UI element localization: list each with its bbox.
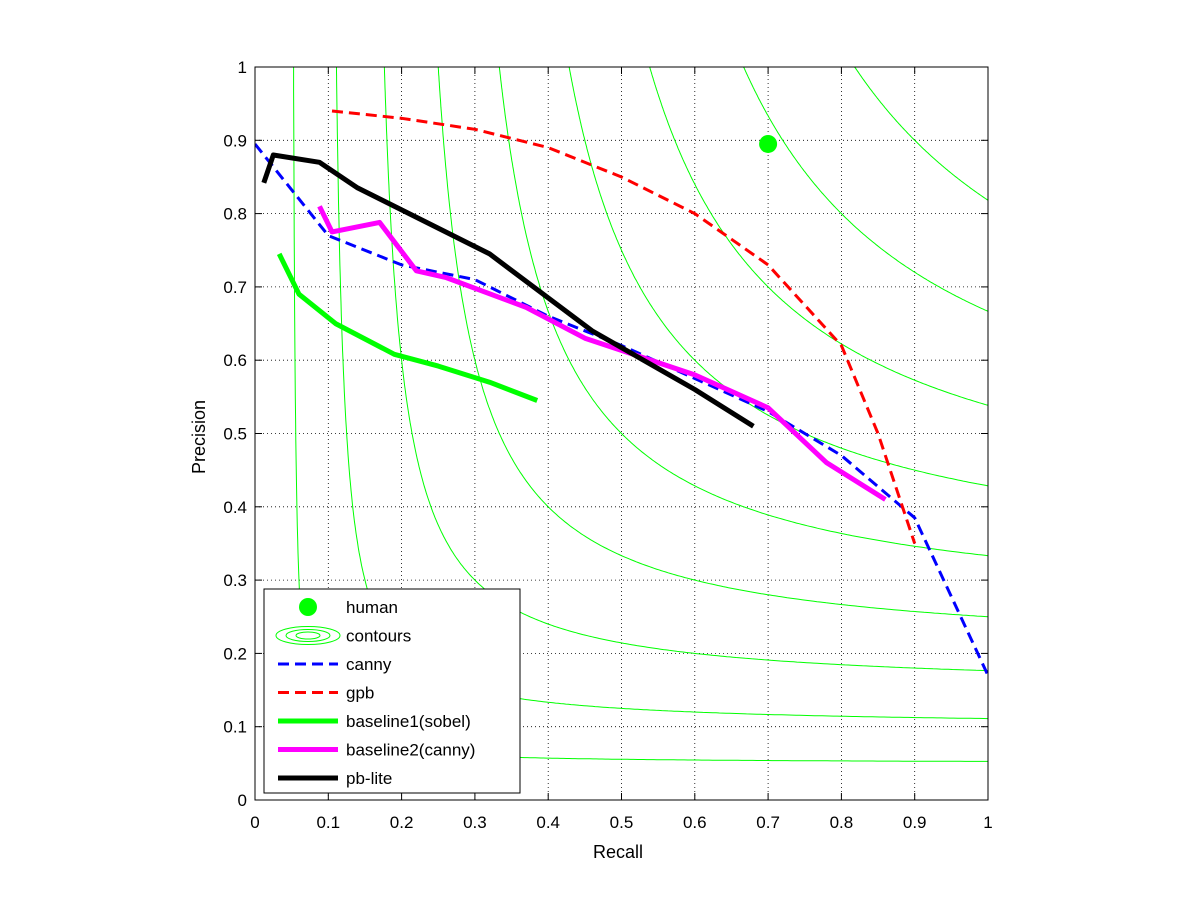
x-tick-label: 0.3: [463, 813, 487, 832]
legend-label-contours: contours: [346, 627, 411, 646]
x-tick-label: 0.8: [830, 813, 854, 832]
legend-entry-human: human: [299, 598, 398, 617]
y-tick-label: 0.4: [223, 498, 247, 517]
y-axis-title: Precision: [189, 400, 209, 474]
y-tick-label: 0.8: [223, 205, 247, 224]
legend-box: [263, 588, 521, 794]
legend-swatch-contours: [275, 626, 341, 645]
legend-label-canny: canny: [346, 655, 392, 674]
y-tick-label: 0.3: [223, 571, 247, 590]
legend-label-baseline1-sobel: baseline1(sobel): [346, 712, 471, 731]
contour-line: [854, 67, 988, 201]
legend-entry-pb-lite: pb-lite: [278, 769, 392, 788]
y-tick-label: 1: [238, 58, 247, 77]
x-tick-label: 0.2: [390, 813, 414, 832]
y-tick-label: 0: [238, 791, 247, 810]
pb-lite-line: [261, 152, 755, 429]
legend-entry-baseline1-sobel: baseline1(sobel): [278, 712, 471, 731]
legend-entry-gpb: gpb: [278, 684, 374, 703]
legend-entry-contours: contours: [275, 626, 411, 646]
x-tick-label: 0.7: [756, 813, 780, 832]
y-tick-label: 0.9: [223, 131, 247, 150]
legend: human contours canny gpb baseline1(sobel) bas…: [263, 588, 521, 794]
legend-swatch-contours: [295, 631, 321, 640]
x-axis-title: Recall: [593, 842, 643, 862]
contour-line: [649, 67, 988, 406]
legend-entry-canny: canny: [278, 655, 392, 674]
baseline2-canny-line: [317, 205, 887, 502]
legend-swatch-human: [299, 598, 317, 616]
x-tick-label: 0.4: [536, 813, 560, 832]
y-tick-label: 0.5: [223, 425, 247, 444]
x-tick-label: 1: [983, 813, 992, 832]
y-tick-label: 0.7: [223, 278, 247, 297]
human-point: [759, 134, 778, 153]
legend-label-pb-lite: pb-lite: [346, 769, 392, 788]
x-tick-label: 0.6: [683, 813, 707, 832]
contour-line: [437, 67, 988, 618]
x-tick-label: 0: [250, 813, 259, 832]
legend-label-baseline2-canny: baseline2(canny): [346, 741, 475, 760]
contour-line: [498, 67, 988, 557]
legend-label-human: human: [346, 598, 398, 617]
legend-entry-baseline2-canny: baseline2(canny): [278, 741, 475, 760]
series-layer: [255, 109, 988, 677]
x-tick-label: 0.5: [610, 813, 634, 832]
y-tick-label: 0.2: [223, 644, 247, 663]
baseline1-sobel-line: [276, 252, 539, 403]
x-tick-label: 0.1: [316, 813, 340, 832]
y-tick-label: 0.6: [223, 351, 247, 370]
legend-swatch-contours: [285, 629, 331, 642]
gpb-line: [331, 109, 917, 544]
ticks: 0 0.1 0.2 0.3 0.4 0.5 0.6 0.7 0.8 0.9 1 0 0.1 0.2 0.3 0…: [223, 58, 992, 832]
contour-line: [743, 67, 988, 312]
contour-line: [568, 67, 988, 487]
legend-label-gpb: gpb: [346, 684, 374, 703]
x-tick-label: 0.9: [903, 813, 927, 832]
y-tick-label: 0.1: [223, 718, 247, 737]
